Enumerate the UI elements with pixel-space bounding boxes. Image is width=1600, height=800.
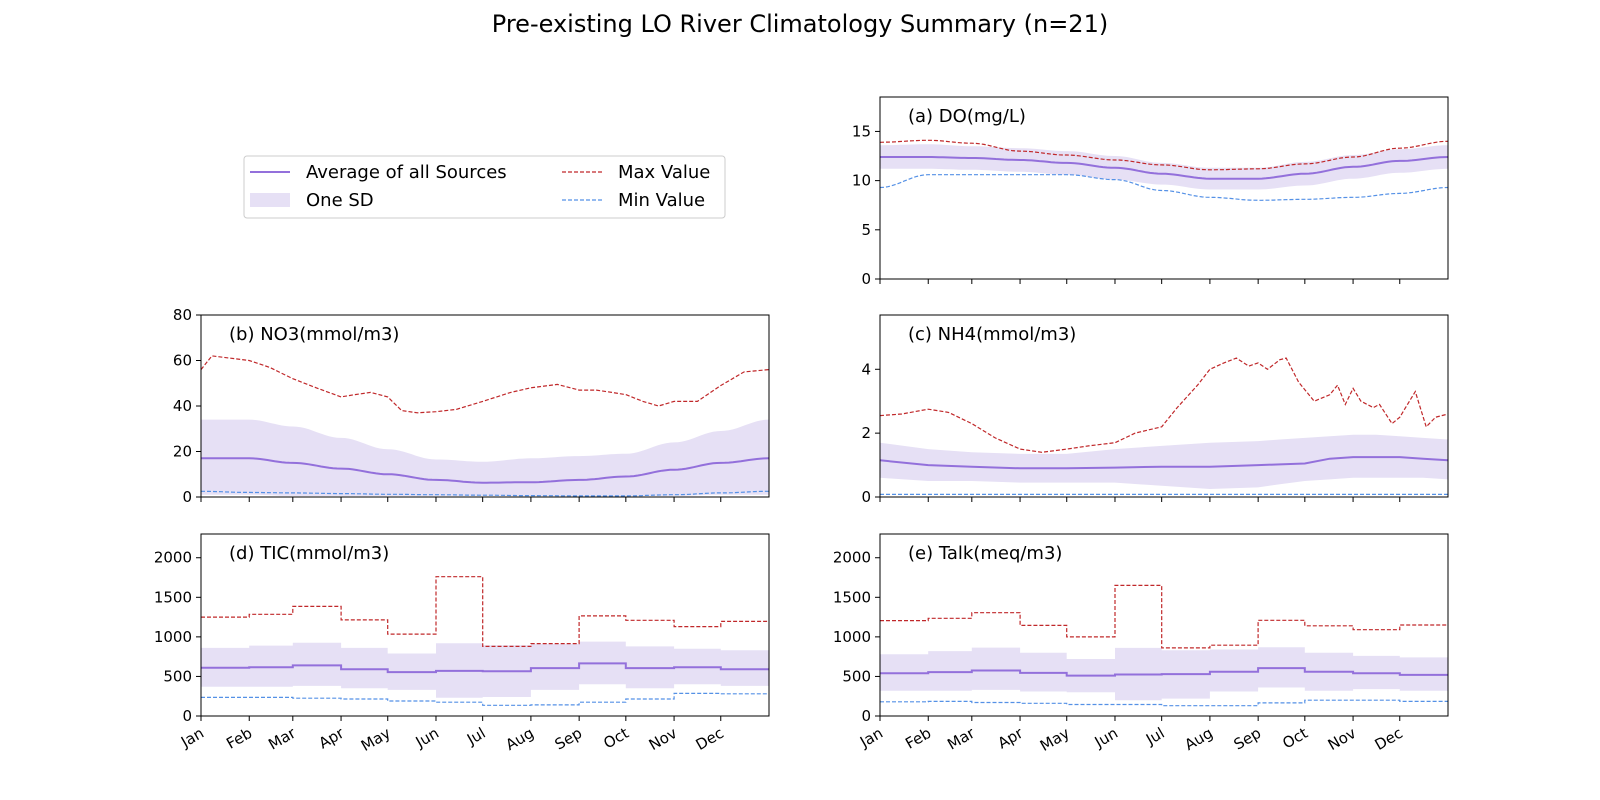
x-tick-label-e: Sep — [1231, 724, 1264, 754]
y-tick-label-c: 4 — [861, 360, 871, 378]
panel-label-d: (d) TIC(mmol/m3) — [229, 543, 389, 564]
min-line-b — [201, 490, 769, 497]
x-tick-label-d: May — [358, 724, 394, 755]
y-tick-label-b: 20 — [173, 443, 192, 461]
y-tick-label-a: 5 — [861, 221, 871, 239]
x-tick-label-e: May — [1037, 724, 1073, 755]
avg-line-a — [880, 156, 1449, 180]
avg-line-e — [880, 667, 1448, 677]
x-tick-label-e: Jul — [1142, 724, 1168, 749]
x-tick-label-e: Jan — [856, 724, 886, 752]
sd-band-d — [201, 641, 769, 698]
max-line-e — [880, 584, 1448, 649]
avg-line-d — [201, 662, 769, 674]
legend-label-1: One SD — [306, 190, 374, 211]
y-tick-label-e: 0 — [861, 707, 871, 725]
figure-title: Pre-existing LO River Climatology Summar… — [491, 10, 1109, 38]
y-tick-label-a: 10 — [852, 172, 871, 190]
panel-label-e: (e) Talk(meq/m3) — [908, 543, 1062, 564]
y-tick-label-b: 0 — [182, 488, 192, 506]
y-tick-label-b: 60 — [173, 352, 192, 370]
x-tick-label-d: Jan — [177, 724, 207, 752]
x-tick-label-e: Oct — [1279, 724, 1311, 753]
y-tick-label-e: 500 — [842, 667, 871, 685]
y-tick-label-e: 2000 — [833, 549, 871, 567]
x-tick-label-e: Nov — [1325, 724, 1359, 754]
y-tick-label-b: 80 — [173, 306, 192, 324]
panel-e: 0 500 1000 1500 2000 Jan Feb Mar Apr May Jun Jul Aug… — [833, 533, 1449, 755]
y-tick-label-d: 1500 — [154, 588, 192, 606]
panel-a: 0 5 10 15 (a) DO(mg/L) — [852, 96, 1449, 288]
max-line-a — [879, 139, 1449, 171]
axes-frame-a — [879, 96, 1449, 280]
legend-label-0: Average of all Sources — [306, 162, 507, 183]
x-tick-label-d: Mar — [265, 723, 299, 753]
x-tick-label-e: Apr — [995, 723, 1027, 752]
panel-label-b: (b) NO3(mmol/m3) — [229, 324, 399, 345]
x-tick-label-d: Oct — [600, 724, 632, 753]
x-tick-label-e: Dec — [1372, 724, 1406, 754]
x-tick-label-e: Feb — [902, 724, 934, 753]
x-tick-label-d: Apr — [316, 723, 348, 752]
x-tick-label-d: Aug — [503, 724, 537, 754]
panel-label-a: (a) DO(mg/L) — [908, 106, 1026, 127]
x-tick-label-e: Mar — [944, 723, 978, 753]
x-tick-label-d: Jul — [463, 724, 489, 749]
y-tick-label-c: 2 — [861, 424, 871, 442]
sd-band-a — [880, 144, 1448, 190]
max-line-c — [879, 357, 1449, 453]
panel-d: 0 500 1000 1500 2000 Jan Feb Mar Apr May Jun Jul Aug… — [154, 533, 770, 755]
y-tick-label-c: 0 — [861, 488, 871, 506]
y-tick-label-b: 40 — [173, 397, 192, 415]
max-line-b — [200, 355, 770, 414]
x-tick-label-d: Feb — [223, 724, 255, 753]
min-line-a — [879, 174, 1449, 201]
x-tick-label-d: Jun — [412, 724, 442, 752]
min-line-e — [880, 699, 1448, 707]
min-line-d — [201, 692, 769, 706]
y-tick-label-a: 15 — [852, 122, 871, 140]
axes-frame-d — [200, 533, 770, 717]
y-tick-label-d: 2000 — [154, 549, 192, 567]
legend-label-2: Max Value — [618, 162, 710, 183]
y-tick-label-d: 0 — [182, 707, 192, 725]
sd-band-c — [880, 434, 1448, 489]
avg-line-c — [879, 456, 1449, 470]
y-tick-label-a: 0 — [861, 270, 871, 288]
x-tick-label-e: Jun — [1091, 724, 1121, 752]
legend-frame — [243, 155, 726, 219]
y-tick-label-e: 1500 — [833, 588, 871, 606]
x-tick-label-d: Sep — [552, 724, 585, 754]
avg-line-b — [201, 457, 770, 484]
panel-label-c: (c) NH4(mmol/m3) — [908, 324, 1076, 345]
x-tick-label-d: Dec — [693, 724, 727, 754]
axes-frame-c — [879, 314, 1449, 498]
legend-label-3: Min Value — [618, 190, 705, 211]
y-tick-label-d: 500 — [163, 667, 192, 685]
panel-c: 0 2 4 (c) NH4(mmol/m3) — [861, 314, 1449, 506]
sd-band-b — [201, 419, 769, 496]
legend-swatch-sd — [250, 193, 290, 207]
x-tick-label-e: Aug — [1182, 724, 1216, 754]
max-line-d — [201, 576, 769, 648]
y-tick-label-d: 1000 — [154, 628, 192, 646]
axes-frame-e — [879, 533, 1449, 717]
panel-b: 0 20 40 60 80 (b) NO3(mmol/m3) — [173, 306, 770, 506]
legend: Average of all Sources One SD Max Value Min… — [243, 155, 726, 219]
x-tick-label-d: Nov — [646, 724, 680, 754]
y-tick-label-e: 1000 — [833, 628, 871, 646]
